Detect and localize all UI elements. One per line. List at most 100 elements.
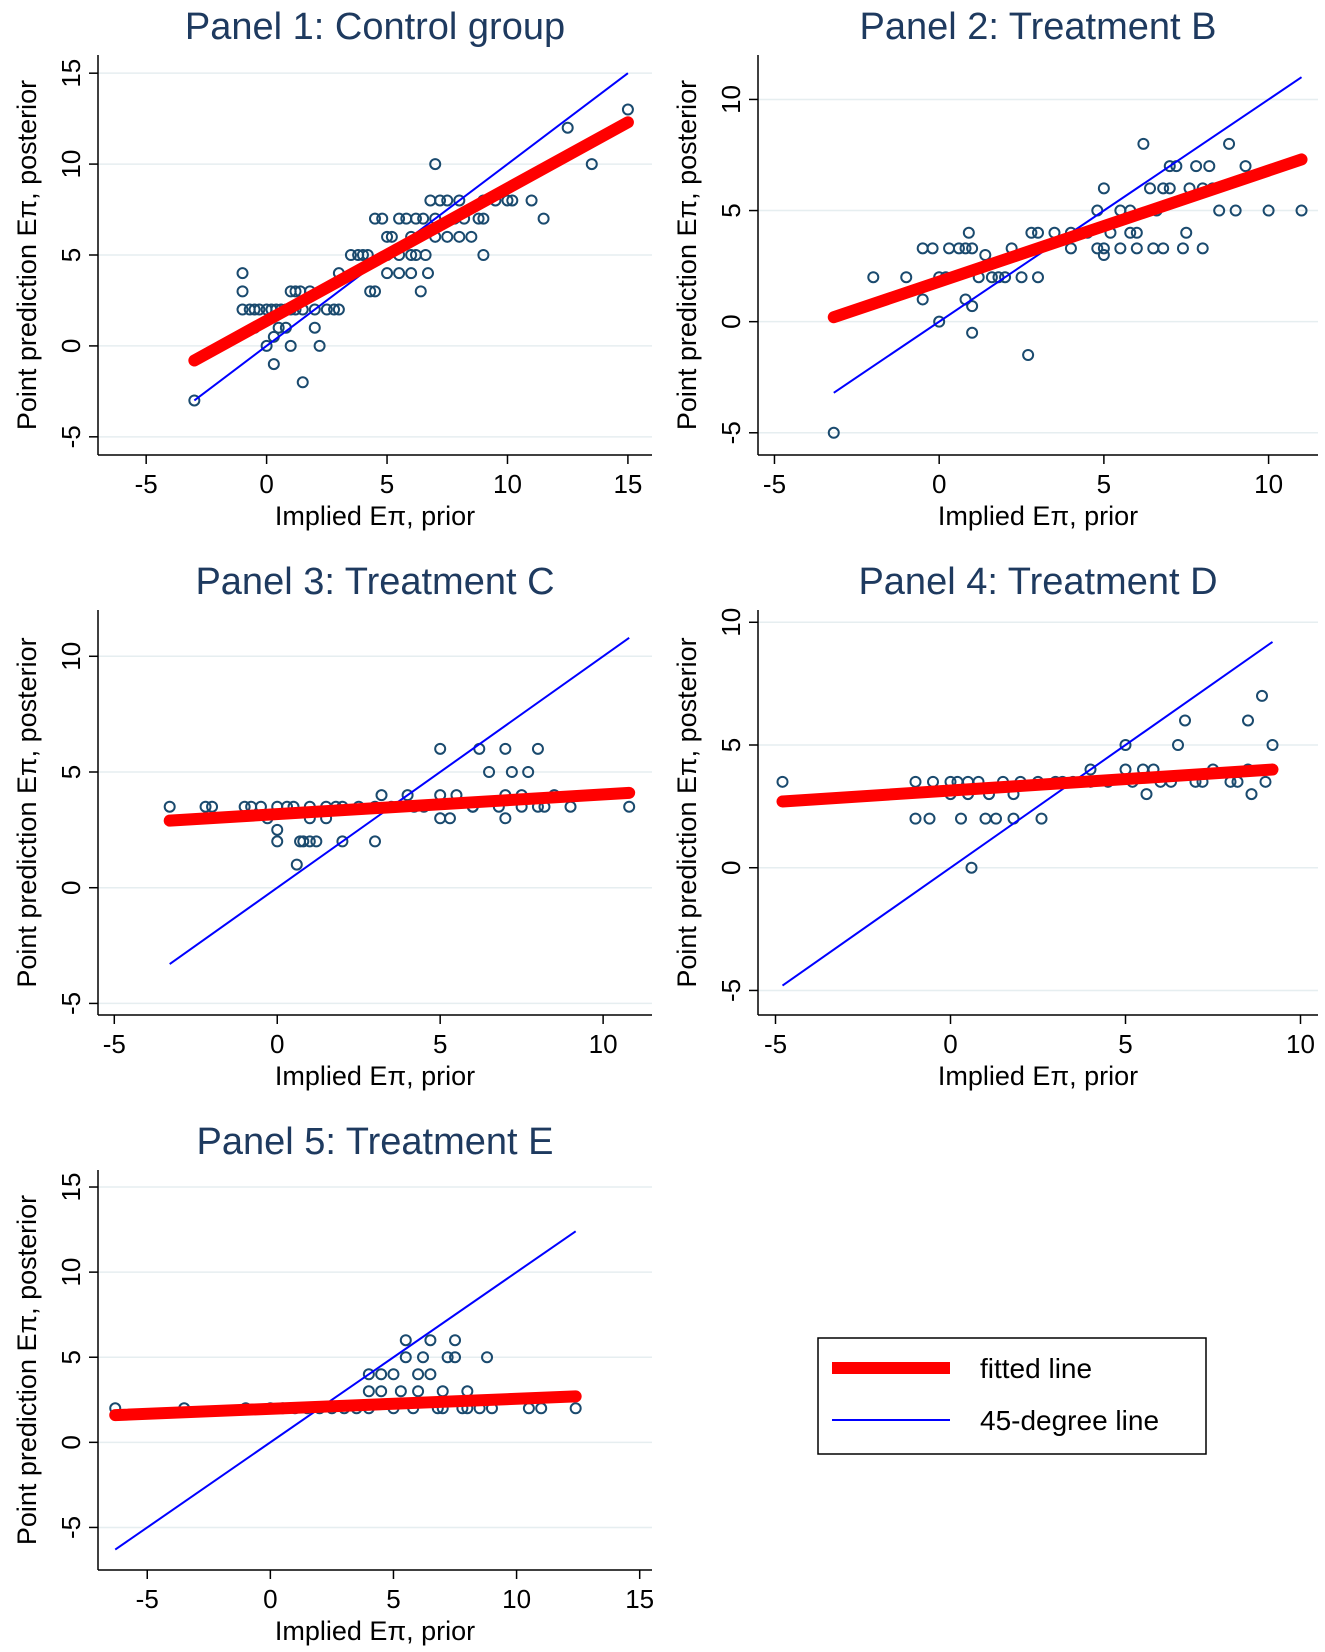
scatter-point-0 — [776, 775, 789, 788]
scatter-point-29 — [308, 303, 321, 316]
scatter-point-23 — [417, 1351, 430, 1364]
scatter-point-36 — [356, 249, 369, 261]
scatter-point-12 — [290, 858, 303, 871]
y-tick-label-0: -5 — [716, 979, 746, 1002]
legend-frame — [817, 1337, 1207, 1455]
scatter-point-24 — [424, 1334, 437, 1347]
scatter-point-45 — [393, 267, 406, 280]
scatter-point-51 — [414, 285, 427, 298]
scatter-point-0 — [188, 394, 201, 407]
scatter-point-40 — [505, 766, 518, 778]
scatter-point-25 — [267, 358, 280, 371]
x-tick-label-0: -5 — [103, 1029, 126, 1059]
scatter-point-44 — [385, 230, 398, 243]
scatter-point-31 — [1140, 788, 1153, 801]
scatter-point-39 — [1242, 714, 1254, 727]
scatter-point-19 — [399, 1351, 412, 1364]
scatter-point-66 — [1180, 226, 1193, 239]
y-axis-label: Point prediction Eπ, posterior — [12, 1195, 42, 1545]
scatter-point-76 — [405, 267, 418, 280]
scatter-point-3 — [923, 812, 936, 825]
scatter-point-56 — [1223, 137, 1236, 150]
scatter-point-27 — [308, 321, 321, 334]
scatter-point-48 — [405, 249, 418, 261]
scatter-point-52 — [499, 812, 512, 825]
scatter-point-61 — [1114, 242, 1127, 255]
panels-layer: -5 0 5 10 15 -5 0 5 10 15 Panel 1: Control group Im… — [12, 6, 1318, 1646]
y-axis-label: Point prediction Eπ, posterior — [12, 80, 42, 430]
scatter-point-49 — [1176, 242, 1189, 255]
panel-title: Panel 5: Treatment E — [197, 1121, 554, 1163]
scatter-point-58 — [441, 194, 454, 207]
y-tick-label-0: -5 — [56, 992, 86, 1015]
scatter-point-81 — [453, 230, 466, 243]
scatter-point-32 — [332, 303, 345, 316]
scatter-point-12 — [362, 1385, 375, 1398]
scatter-point-34 — [481, 1351, 494, 1364]
x-axis-label: Implied Eπ, prior — [938, 1061, 1138, 1091]
scatter-point-42 — [1137, 137, 1150, 150]
panel-5: -5 0 5 10 15 -5 0 5 10 15 Panel 5: Treatment E Impl… — [12, 1121, 654, 1646]
x-axis-label: Implied Eπ, prior — [938, 501, 1138, 531]
y-tick-label-2: 5 — [56, 248, 86, 262]
y-tick-label-3: 10 — [716, 85, 746, 114]
x-tick-label-1: 0 — [270, 1029, 284, 1059]
x-axis-label: Implied Eπ, prior — [275, 1616, 475, 1646]
scatter-point-38 — [499, 742, 512, 755]
scatter-point-43 — [1144, 182, 1156, 195]
scatter-point-16 — [260, 339, 273, 352]
legend-box: fitted line 45-degree line — [817, 1337, 1207, 1455]
scatter-point-50 — [409, 212, 422, 225]
scatter-point-1 — [236, 267, 249, 280]
line-fitted — [188, 116, 634, 367]
panel-title: Panel 2: Treatment B — [860, 6, 1217, 48]
y-tick-label-1: 0 — [56, 880, 86, 894]
scatter-point-16 — [966, 326, 979, 339]
scatter-point-32 — [443, 812, 456, 825]
scatter-point-17 — [310, 835, 323, 848]
scatter-point-21 — [412, 1385, 425, 1398]
scatter-point-2 — [900, 271, 913, 284]
x-tick-label-1: 0 — [943, 1029, 957, 1059]
scatter-point-40 — [1130, 242, 1143, 255]
scatter-point-34 — [1097, 249, 1110, 261]
scatter-point-34 — [344, 249, 357, 261]
x-tick-label-0: -5 — [136, 1584, 159, 1614]
scatter-point-62 — [465, 230, 478, 243]
y-tick-label-4: 15 — [56, 1173, 86, 1202]
scatter-point-37 — [535, 1402, 548, 1415]
scatter-point-29 — [434, 742, 447, 755]
scatter-point-18 — [272, 321, 285, 334]
scatter-point-77 — [409, 249, 422, 261]
scatter-point-36 — [522, 1402, 535, 1415]
scatter-point-22 — [412, 1368, 425, 1381]
line-45-degree — [114, 1230, 577, 1551]
scatter-point-68 — [506, 194, 519, 207]
scatter-point-47 — [400, 212, 413, 225]
scatter-point-43 — [381, 230, 394, 243]
scatter-point-60 — [1295, 204, 1308, 217]
scatter-point-13 — [962, 226, 975, 239]
line-fitted — [776, 763, 1279, 808]
scatter-point-67 — [501, 194, 514, 207]
legend-label-45-degree: 45-degree line — [980, 1405, 1159, 1436]
scatter-point-42 — [522, 766, 535, 778]
scatter-point-38 — [364, 285, 377, 298]
scatter-point-82 — [477, 249, 490, 261]
scatter-point-72 — [585, 158, 598, 171]
x-tick-label-1: 0 — [263, 1584, 277, 1614]
scatter-point-0 — [827, 426, 840, 439]
scatter-point-19 — [985, 271, 998, 284]
scatter-point-7 — [271, 823, 284, 836]
scatter-point-28 — [1119, 739, 1132, 751]
scatter-point-73 — [621, 103, 634, 116]
scatter-point-13 — [979, 812, 992, 825]
scatter-point-1 — [909, 812, 922, 825]
scatter-point-15 — [375, 1368, 388, 1381]
scatter-point-31 — [328, 303, 341, 316]
panel-4: -5 0 5 10 -5 0 5 10 Panel 4: Treatment D Implied … — [672, 561, 1318, 1091]
scatter-point-5 — [248, 303, 261, 316]
scatter-point-34 — [1172, 739, 1184, 751]
scatter-point-23 — [1015, 271, 1028, 284]
